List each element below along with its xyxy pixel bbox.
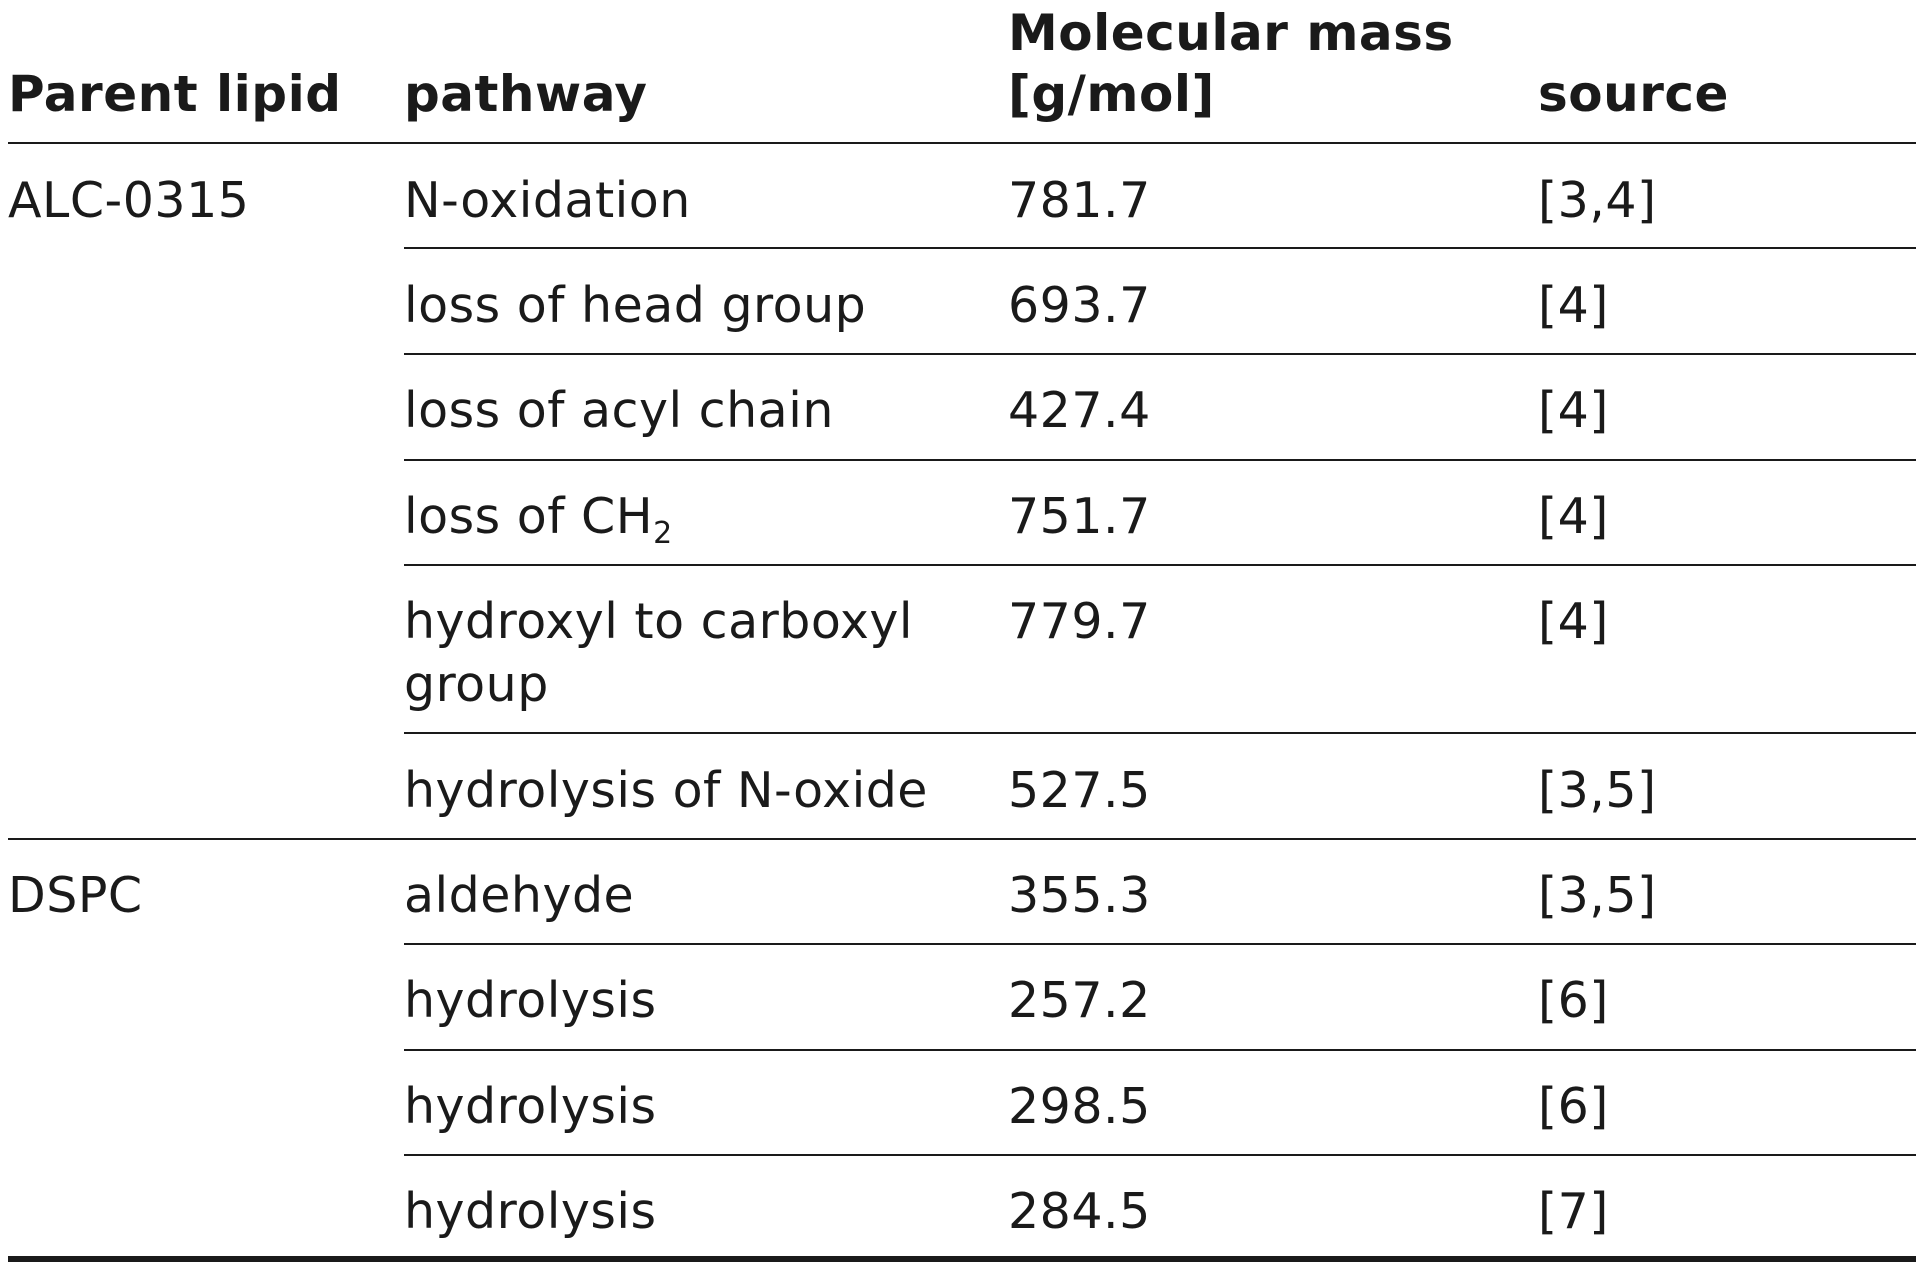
row-divider [404,459,1916,461]
pathway-cell: loss of CH2 [404,486,673,551]
row-divider [404,353,1916,355]
mass-cell: 781.7 [1008,172,1151,229]
pathway-cell: loss of acyl chain [404,382,834,439]
source-cell: [6] [1538,972,1609,1029]
table-bottom-rule [8,1256,1916,1262]
source-cell: [4] [1538,488,1609,545]
pathway-subscript: 2 [653,516,673,551]
source-cell: [4] [1538,593,1609,650]
header-rule [8,142,1916,144]
pathway-cell: loss of head group [404,277,867,334]
pathway-cell: aldehyde [404,867,635,924]
source-cell: [3,4] [1538,172,1657,229]
pathway-cell: hydrolysis [404,1078,657,1135]
pathway-text: loss of CH [404,488,654,545]
parent-lipid-cell: ALC-0315 [8,172,250,229]
source-cell: [4] [1538,277,1609,334]
row-divider [404,1049,1916,1051]
source-cell: [3,5] [1538,762,1657,819]
pathway-cell: hydrolysis [404,1183,657,1240]
header-source: source [1538,65,1729,123]
source-cell: [6] [1538,1078,1609,1135]
mass-cell: 298.5 [1008,1078,1151,1135]
header-pathway: pathway [404,65,648,123]
mass-cell: 779.7 [1008,593,1151,650]
source-cell: [4] [1538,382,1609,439]
source-cell: [7] [1538,1183,1609,1240]
mass-cell: 284.5 [1008,1183,1151,1240]
pathway-cell: N-oxidation [404,172,691,229]
mass-cell: 527.5 [1008,762,1151,819]
row-divider [404,564,1916,566]
pathway-cell-line2: group [404,656,549,713]
header-parent-lipid: Parent lipid [8,65,342,123]
parent-lipid-cell: DSPC [8,867,143,924]
mass-cell: 427.4 [1008,382,1151,439]
group-divider [8,838,1916,840]
mass-cell: 751.7 [1008,488,1151,545]
pathway-cell: hydroxyl to carboxyl [404,593,913,650]
pathway-cell: hydrolysis of N-oxide [404,762,928,819]
pathway-cell: hydrolysis [404,972,657,1029]
source-cell: [3,5] [1538,867,1657,924]
row-divider [404,943,1916,945]
row-divider [404,1154,1916,1156]
mass-cell: 355.3 [1008,867,1151,924]
row-divider [404,247,1916,249]
mass-cell: 693.7 [1008,277,1151,334]
mass-cell: 257.2 [1008,972,1151,1029]
header-mass-line1: Molecular mass [1008,4,1454,62]
row-divider [404,732,1916,734]
header-mass-line2: [g/mol] [1008,65,1215,123]
